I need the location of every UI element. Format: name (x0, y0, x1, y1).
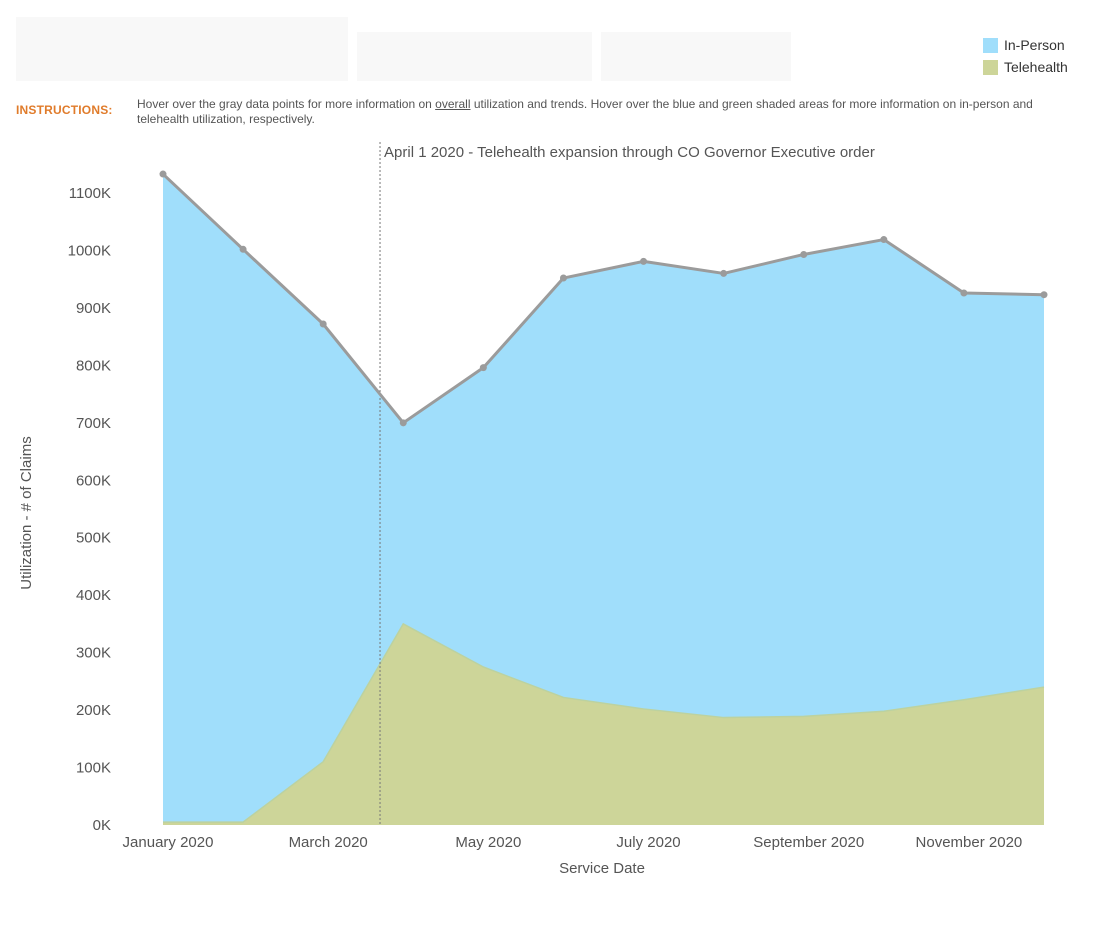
instructions-text-part1: Hover over the gray data points for more… (137, 97, 436, 111)
total-data-point[interactable] (1040, 291, 1048, 299)
area-layer (163, 174, 1045, 825)
y-tick-label: 600K (76, 472, 111, 489)
y-tick-label: 1000K (68, 242, 111, 259)
legend-item-telehealth[interactable]: Telehealth (983, 56, 1068, 78)
x-tick-label: May 2020 (455, 834, 521, 851)
y-tick-label: 300K (76, 645, 111, 662)
filter-panel-3[interactable] (601, 32, 791, 81)
x-tick-label: July 2020 (616, 834, 680, 851)
instructions-text-part2: utilization and trends. Hover over the b… (137, 97, 1033, 126)
x-tick-label: November 2020 (916, 834, 1023, 851)
total-data-point[interactable] (559, 274, 567, 282)
total-data-point[interactable] (399, 419, 407, 427)
y-axis-title: Utilization - # of Claims (18, 436, 35, 589)
y-tick-label: 400K (76, 587, 111, 604)
total-data-point[interactable] (640, 257, 648, 265)
legend-swatch-telehealth (983, 59, 998, 75)
total-data-point[interactable] (720, 269, 728, 277)
total-data-point[interactable] (960, 289, 968, 297)
y-tick-label: 800K (76, 357, 111, 374)
instructions-label: INSTRUCTIONS: (16, 103, 113, 117)
chart-legend: In-Person Telehealth (983, 34, 1068, 78)
x-tick-label: March 2020 (289, 834, 368, 851)
total-data-point[interactable] (800, 250, 808, 258)
annotation-layer: April 1 2020 - Telehealth expansion thro… (379, 142, 875, 825)
y-tick-label: 100K (76, 760, 111, 777)
y-tick-label: 900K (76, 300, 111, 317)
x-axis: January 2020 March 2020 May 2020 July 2020 S… (123, 834, 1023, 851)
x-tick-label: January 2020 (123, 834, 214, 851)
legend-item-inperson[interactable]: In-Person (983, 34, 1068, 56)
y-tick-label: 1100K (69, 185, 111, 202)
total-data-point[interactable] (880, 236, 888, 244)
x-axis-title: Service Date (559, 860, 645, 877)
total-data-point[interactable] (159, 170, 167, 178)
y-tick-label: 500K (76, 530, 111, 547)
y-tick-label: 200K (76, 702, 111, 719)
total-data-point[interactable] (319, 320, 327, 328)
total-data-point[interactable] (239, 245, 247, 253)
filter-panel-1[interactable] (16, 17, 348, 81)
instructions-text-underlined: overall (435, 97, 471, 111)
inperson-area[interactable] (163, 174, 1044, 823)
instructions-text: Hover over the gray data points for more… (137, 97, 1072, 127)
annotation-label: April 1 2020 - Telehealth expansion thro… (384, 144, 875, 161)
y-tick-label: 700K (76, 415, 111, 432)
x-tick-label: September 2020 (753, 834, 864, 851)
total-line-layer (159, 170, 1048, 427)
telehealth-edge (163, 622, 1045, 823)
y-tick-label: 0K (93, 817, 111, 834)
legend-label-telehealth: Telehealth (1004, 59, 1068, 75)
telehealth-area[interactable] (163, 623, 1044, 825)
legend-label-inperson: In-Person (1004, 37, 1065, 53)
filter-panel-2[interactable] (357, 32, 592, 81)
total-utilization-line (161, 172, 1045, 425)
legend-swatch-inperson (983, 37, 998, 53)
y-axis: 0K 100K 200K 300K 400K 500K 600K 700K 800K 900K 10… (68, 185, 111, 834)
total-data-point[interactable] (479, 364, 487, 372)
